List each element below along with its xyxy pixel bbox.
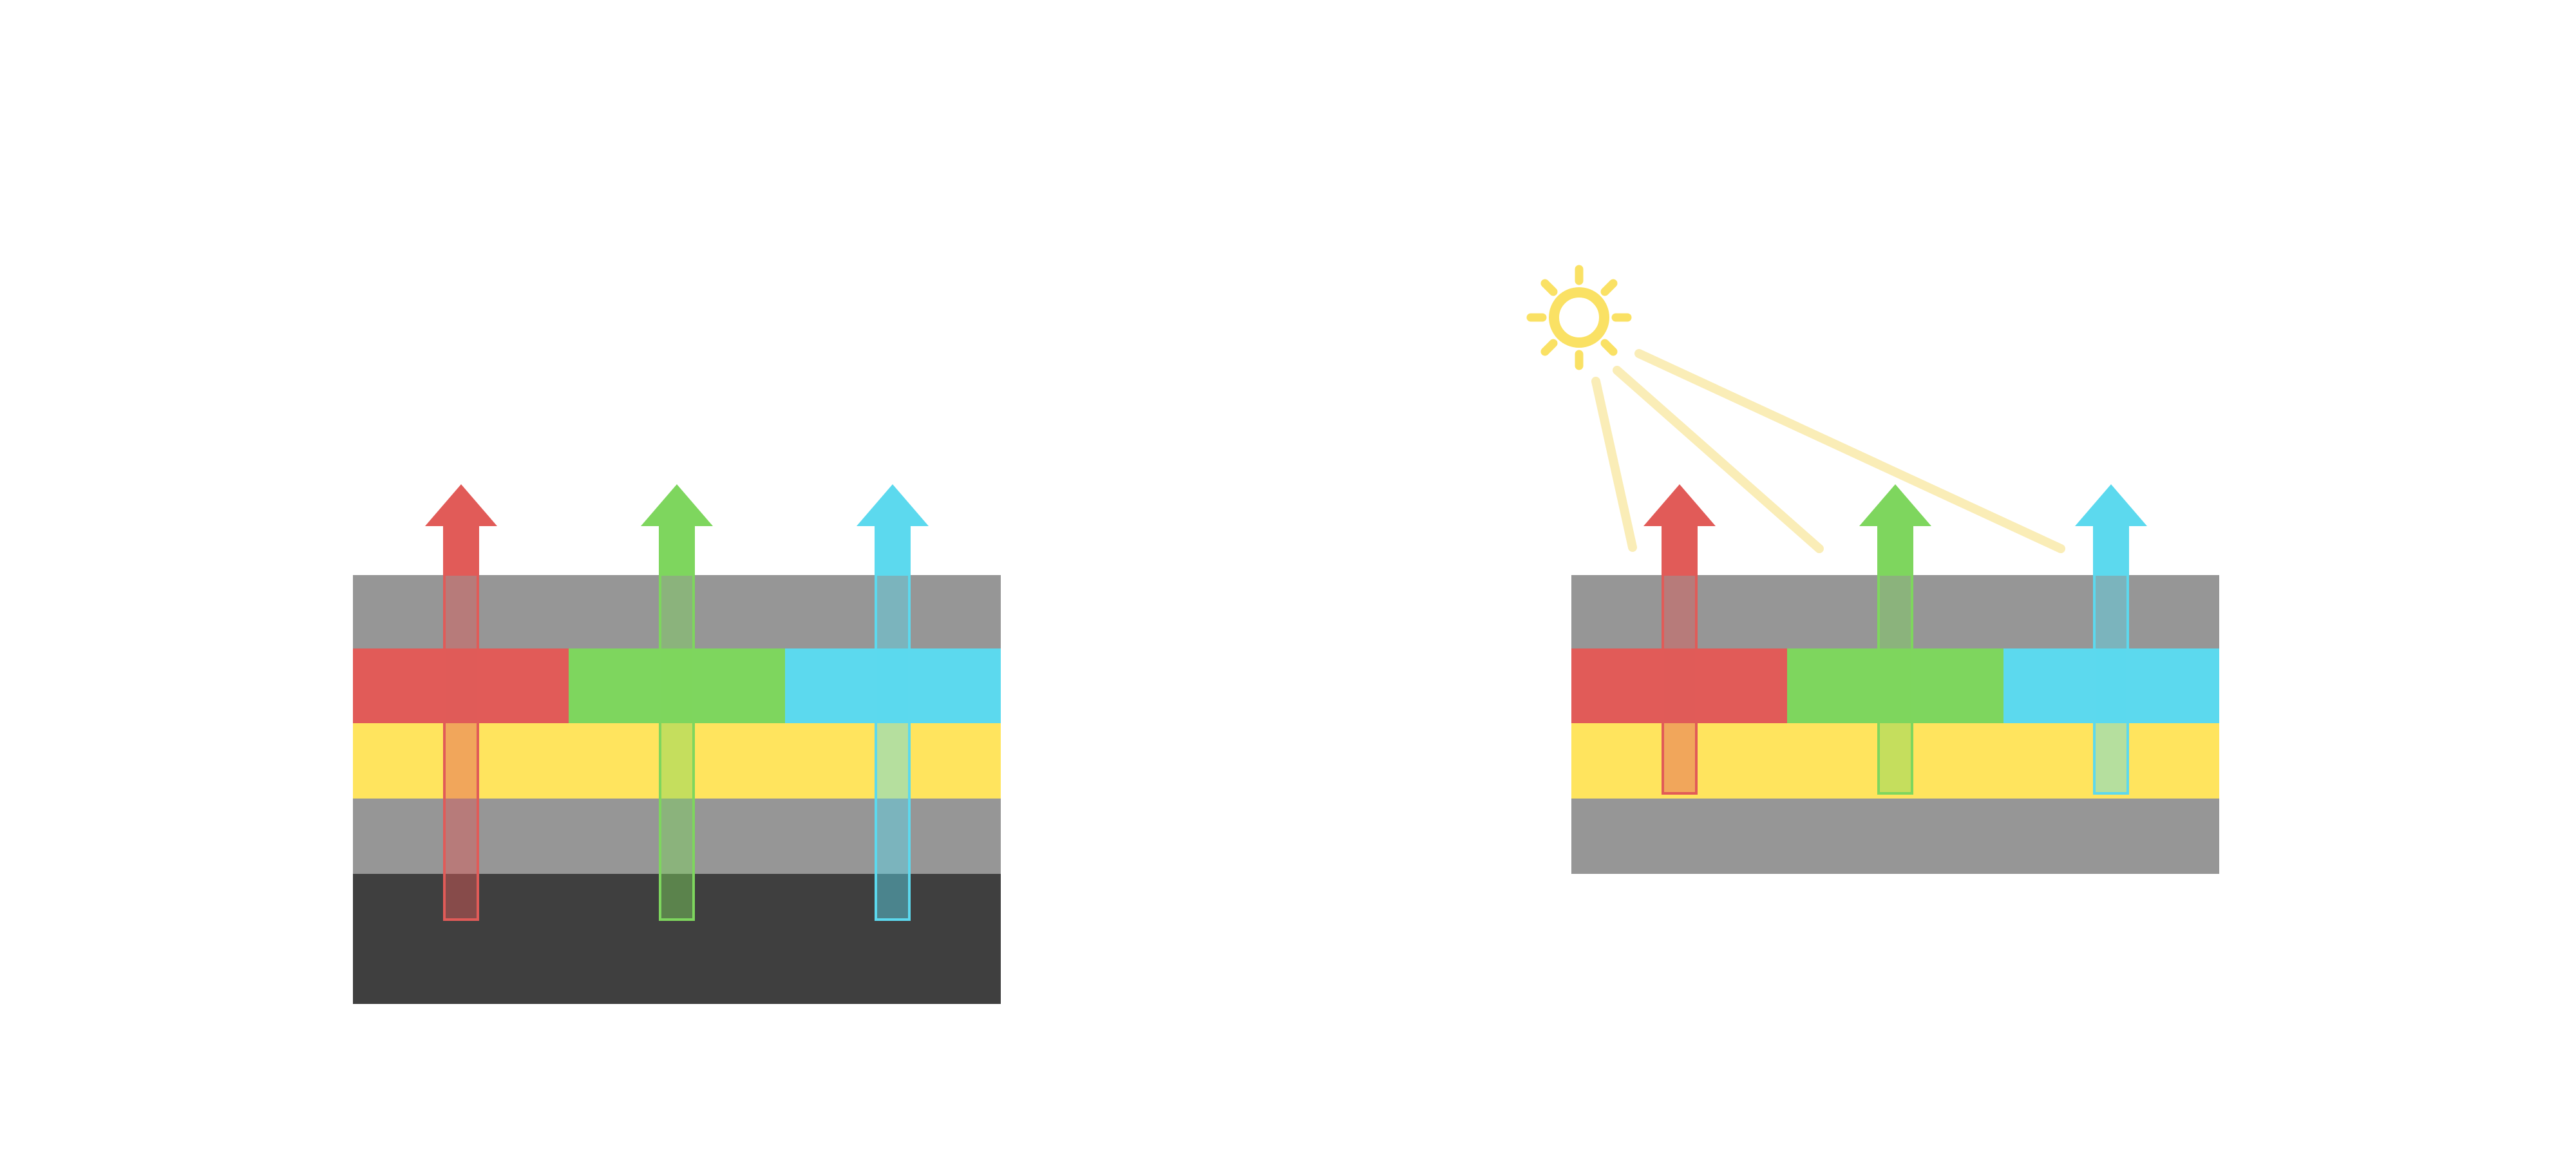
emissive-green-subpixel	[569, 648, 785, 723]
sun-rays	[1591, 349, 2065, 553]
sun-disc	[1549, 287, 1609, 348]
emissive-substrate-layer	[353, 799, 1001, 874]
reflective-emitter-layer	[1571, 723, 2219, 799]
blue-light-beam	[2093, 573, 2129, 795]
sun-ticks	[1526, 265, 1632, 370]
red-light-arrow	[1643, 484, 1716, 576]
emissive-red-subpixel	[353, 648, 569, 723]
blue-light-arrow	[857, 484, 929, 576]
emissive-stack-diagram	[353, 484, 1001, 1004]
sun-icon	[1526, 265, 1632, 370]
red-light-beam	[443, 573, 479, 921]
reflective-blue-subpixel	[2003, 648, 2219, 723]
green-light-beam	[1877, 573, 1913, 795]
sun-ray-middle	[1613, 366, 1824, 553]
sun-tick-se	[1600, 339, 1618, 356]
sun-tick-nw	[1540, 279, 1558, 296]
emissive-cover-layer	[353, 575, 1001, 648]
green-light-arrow	[1859, 484, 1931, 576]
green-light-arrow	[641, 484, 713, 576]
green-light-beam	[659, 573, 695, 921]
reflective-substrate-layer	[1571, 799, 2219, 874]
sun-tick-ne	[1600, 279, 1618, 296]
emissive-emitter-layer	[353, 723, 1001, 799]
reflective-red-subpixel	[1571, 648, 1787, 723]
blue-light-beam	[875, 573, 911, 921]
red-light-beam	[1662, 573, 1698, 795]
sun-ray-right	[1634, 349, 2065, 553]
blue-light-arrow	[2075, 484, 2147, 576]
reflective-cover-layer	[1571, 575, 2219, 648]
reflective-green-subpixel	[1787, 648, 2003, 723]
sun-ray-left	[1591, 377, 1637, 552]
reflective-stack-diagram	[1526, 265, 2219, 874]
sun-tick-sw	[1540, 339, 1558, 356]
red-light-arrow	[425, 484, 497, 576]
backlight-layer	[353, 874, 1001, 1004]
emissive-blue-subpixel	[785, 648, 1001, 723]
